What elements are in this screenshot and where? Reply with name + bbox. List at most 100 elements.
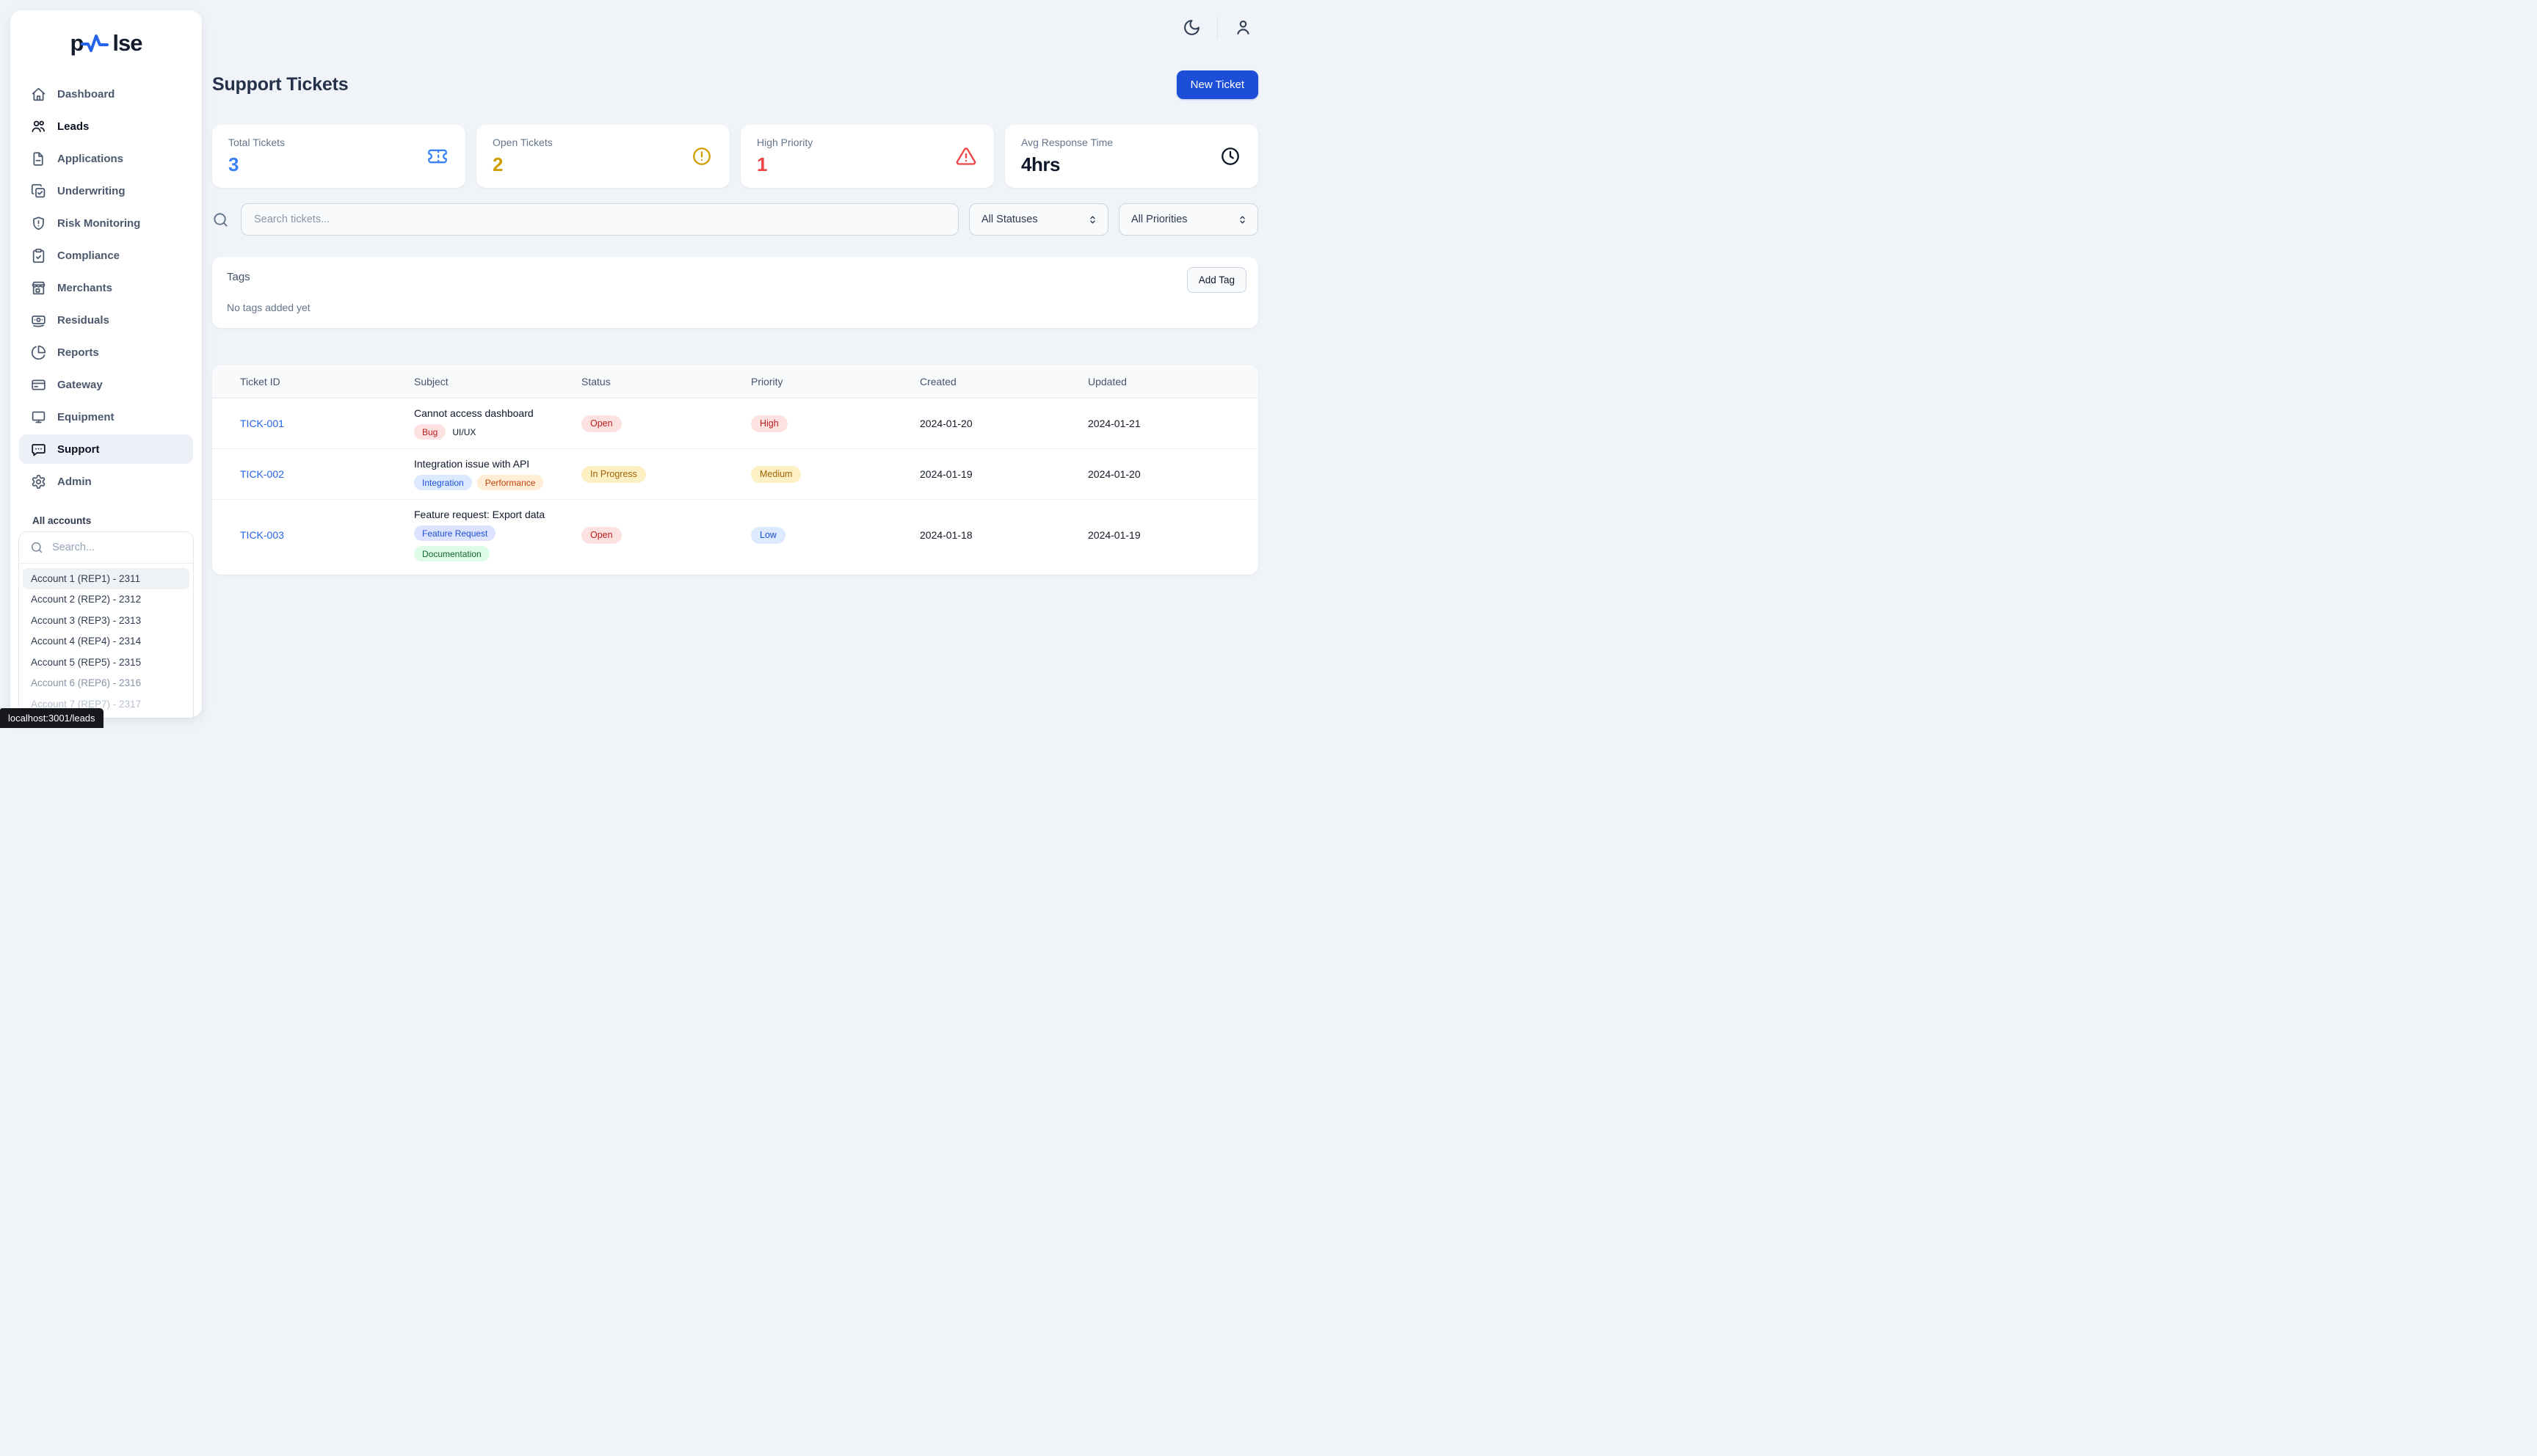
stat-label: High Priority [757, 136, 813, 148]
tag-badge: Documentation [414, 546, 490, 561]
sidebar-item-gateway[interactable]: Gateway [19, 370, 193, 399]
stat-value: 1 [757, 153, 767, 175]
updated-date: 2024-01-20 [1088, 468, 1141, 480]
subject-cell: Cannot access dashboard Bug UI/UX [386, 398, 554, 448]
sidebar-item-applications[interactable]: Applications [19, 144, 193, 173]
column-header-priority: Priority [751, 375, 783, 387]
tags-title: Tags [227, 271, 250, 283]
ticket-id-link[interactable]: TICK-003 [240, 529, 284, 541]
sidebar-item-merchants[interactable]: Merchants [19, 273, 193, 302]
subject-title: Integration issue with API [414, 458, 530, 470]
account-search [19, 532, 193, 564]
stat-card-open-tickets: Open Tickets 2 [476, 125, 730, 188]
stat-meta: Total Tickets 3 [228, 136, 285, 176]
all-accounts-label: All accounts [32, 515, 92, 526]
status-filter-value: All Statuses [981, 214, 1038, 225]
alert-circle-icon [693, 148, 711, 165]
sidebar-item-label: Underwriting [57, 184, 126, 197]
search-icon [214, 212, 228, 227]
stat-card-total-tickets: Total Tickets 3 [212, 125, 465, 188]
sidebar-item-equipment[interactable]: Equipment [19, 402, 193, 432]
sidebar-item-underwriting[interactable]: Underwriting [19, 176, 193, 205]
account-search-input[interactable] [52, 542, 162, 553]
account-option[interactable]: Account 5 (REP5) - 2315 [31, 656, 142, 668]
ticket-search-input[interactable] [241, 203, 959, 236]
alert-triangle-icon [956, 148, 976, 165]
sidebar-item-dashboard[interactable]: Dashboard [19, 79, 193, 109]
subject-title: Feature request: Export data [414, 509, 545, 520]
account-option[interactable]: Account 6 (REP6) - 2316 [31, 677, 142, 689]
subject-tags: Integration Performance [414, 475, 546, 490]
profile-button[interactable] [1234, 18, 1252, 37]
sidebar-item-risk-monitoring[interactable]: Risk Monitoring [19, 208, 193, 238]
account-option[interactable]: Account 1 (REP1) - 2311 [23, 568, 189, 589]
search-icon [31, 542, 43, 553]
created-date: 2024-01-20 [920, 418, 973, 429]
sidebar-item-reports[interactable]: Reports [19, 338, 193, 367]
page-title: Support Tickets [212, 74, 349, 95]
ticket-row-tick-002: TICK-002 Integration issue with API Integr… [212, 449, 1258, 500]
subject-cell: Feature request: Export data Feature Requ… [386, 500, 554, 570]
created-date: 2024-01-19 [920, 468, 973, 480]
pie-chart-icon [31, 345, 46, 360]
ticket-icon [428, 149, 447, 164]
sidebar-item-label: Merchants [57, 281, 113, 294]
stat-icon-wrap [692, 146, 712, 167]
new-ticket-button[interactable]: New Ticket [1176, 70, 1258, 99]
sidebar-item-label: Compliance [57, 249, 120, 262]
home-icon [32, 87, 46, 101]
subject-title: Cannot access dashboard [414, 407, 534, 419]
stat-value: 4hrs [1021, 153, 1060, 175]
sidebar-item-support[interactable]: Support [19, 434, 193, 464]
sidebar-item-label: Equipment [57, 410, 115, 423]
tag-badge: Performance [476, 475, 544, 490]
logo-text-lse: lse [112, 30, 142, 56]
table-header-row: Ticket ID Subject Status Priority Created Upd… [212, 365, 1258, 398]
status-badge: Open [581, 526, 622, 544]
status-badge: Medium [751, 465, 802, 483]
sidebar-item-label: Reports [57, 346, 99, 359]
moon-icon [1184, 19, 1199, 35]
topbar-divider [1217, 16, 1218, 38]
tags-empty-text: No tags added yet [227, 302, 311, 313]
column-header-created: Created [920, 375, 957, 387]
stat-icon-wrap [956, 146, 976, 167]
ticket-row-tick-001: TICK-001 Cannot access dashboard Bug UI/UX O… [212, 398, 1258, 449]
column-header-status: Status [581, 375, 611, 387]
priority-filter-select[interactable]: All Priorities [1119, 203, 1258, 236]
account-option[interactable]: Account 3 (REP3) - 2313 [31, 614, 142, 626]
topbar [1183, 16, 1252, 38]
subject-tags: Bug UI/UX [414, 424, 546, 440]
sidebar-item-residuals[interactable]: Residuals [19, 305, 193, 335]
status-badge: High [751, 415, 788, 432]
credit-card-icon [32, 379, 46, 390]
ticket-id-link[interactable]: TICK-002 [240, 468, 284, 480]
account-option[interactable]: Account 7 (REP7) - 2317 [31, 698, 142, 710]
account-option[interactable]: Account 2 (REP2) - 2312 [31, 594, 142, 605]
status-filter-select[interactable]: All Statuses [969, 203, 1108, 236]
stat-card-high-priority: High Priority 1 [741, 125, 994, 188]
status-badge: Open [581, 415, 622, 432]
account-switcher-panel: Account 1 (REP1) - 2311 Account 2 (REP2) … [18, 531, 194, 718]
ticket-id-link[interactable]: TICK-001 [240, 418, 284, 429]
message-dots-icon [32, 443, 46, 456]
stat-value: 3 [228, 153, 239, 175]
sidebar-item-admin[interactable]: Admin [19, 467, 193, 496]
stat-label: Total Tickets [228, 136, 286, 148]
column-header-ticket-id: Ticket ID [240, 375, 280, 387]
column-header-updated: Updated [1088, 375, 1127, 387]
tag-badge: Bug [414, 424, 446, 440]
updated-date: 2024-01-21 [1088, 418, 1141, 429]
sidebar-item-leads[interactable]: Leads [19, 112, 193, 141]
monitor-icon [32, 411, 46, 423]
stat-meta: High Priority 1 [757, 136, 813, 176]
sidebar-item-compliance[interactable]: Compliance [19, 241, 193, 270]
add-tag-button[interactable]: Add Tag [1186, 267, 1246, 293]
priority-filter-value: All Priorities [1131, 214, 1188, 225]
account-option[interactable]: Account 4 (REP4) - 2314 [31, 636, 142, 647]
sidebar-item-label: Support [57, 443, 100, 456]
dark-mode-toggle[interactable] [1183, 18, 1201, 37]
clipboard-check-icon [32, 248, 45, 263]
pulse-wave-icon [81, 34, 109, 52]
tag-badge: Feature Request [414, 525, 496, 541]
